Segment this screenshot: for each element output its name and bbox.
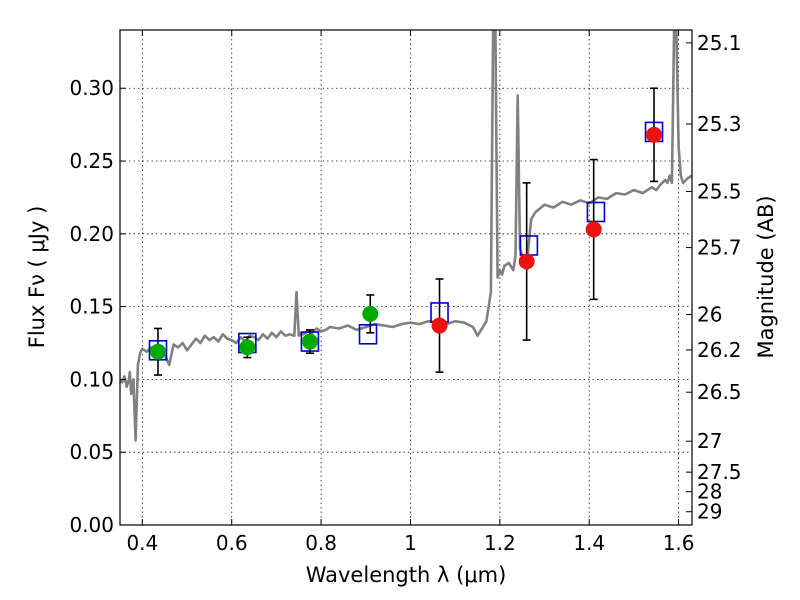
- y-tick-label: 0.20: [69, 222, 114, 246]
- y-tick-label: 0.30: [69, 76, 114, 100]
- x-tick-label: 1.4: [573, 531, 605, 555]
- magnitude-tick-label: 28: [697, 480, 722, 504]
- magnitude-tick-label: 26: [697, 303, 722, 327]
- x-tick-label: 1: [404, 531, 417, 555]
- tick-labels: 0.4 0.6 0.8 1 1.2 1.4 1.6 0.00 0.05 0.10 0.15 0.20 0…: [69, 31, 741, 555]
- y-tick-label: 0.25: [69, 149, 114, 173]
- x-tick-label: 0.4: [126, 531, 158, 555]
- nondetection-point: [518, 253, 535, 270]
- x-tick-label: 0.6: [216, 531, 248, 555]
- x-axis-label: Wavelength λ (μm): [306, 563, 507, 587]
- nondetection-point: [585, 221, 602, 238]
- magnitude-tick-label: 29: [697, 500, 722, 524]
- magnitude-tick-label: 25.3: [697, 112, 742, 136]
- magnitude-tick-label: 25.5: [697, 179, 742, 203]
- model-spectrum-line: [120, 30, 692, 442]
- magnitude-tick-label: 25.1: [697, 31, 742, 55]
- y2-axis-label: Magnitude (AB): [754, 195, 778, 358]
- x-tick-label: 1.6: [663, 531, 695, 555]
- y-tick-label: 0.05: [69, 440, 114, 464]
- nondetection-point: [646, 126, 663, 143]
- detection-point: [301, 333, 318, 350]
- detection-point: [362, 305, 379, 322]
- model-spectrum-layer: [120, 30, 692, 442]
- magnitude-tick-label: 27: [697, 429, 722, 453]
- data-points-layer: [148, 87, 664, 376]
- tick-marks: [120, 30, 692, 526]
- magnitude-tick-label: 27.5: [697, 460, 742, 484]
- x-tick-label: 0.8: [305, 531, 337, 555]
- detection-point: [149, 343, 166, 360]
- x-tick-label: 1.2: [484, 531, 516, 555]
- y-axis-label: Flux Fν ( μJy ): [25, 206, 49, 349]
- y-tick-label: 0.15: [69, 295, 114, 319]
- plot-frame: [119, 29, 693, 526]
- magnitude-tick-label: 26.2: [697, 338, 742, 362]
- magnitude-tick-label: 25.7: [697, 236, 742, 260]
- y-tick-label: 0.00: [69, 513, 114, 537]
- detection-point: [239, 339, 256, 356]
- grid-lines: [120, 30, 692, 525]
- magnitude-tick-label: 26.5: [697, 380, 742, 404]
- model-photometry-square: [358, 323, 378, 345]
- nondetection-point: [431, 317, 448, 334]
- model-photometry-square: [586, 201, 606, 223]
- y-tick-label: 0.10: [69, 367, 114, 391]
